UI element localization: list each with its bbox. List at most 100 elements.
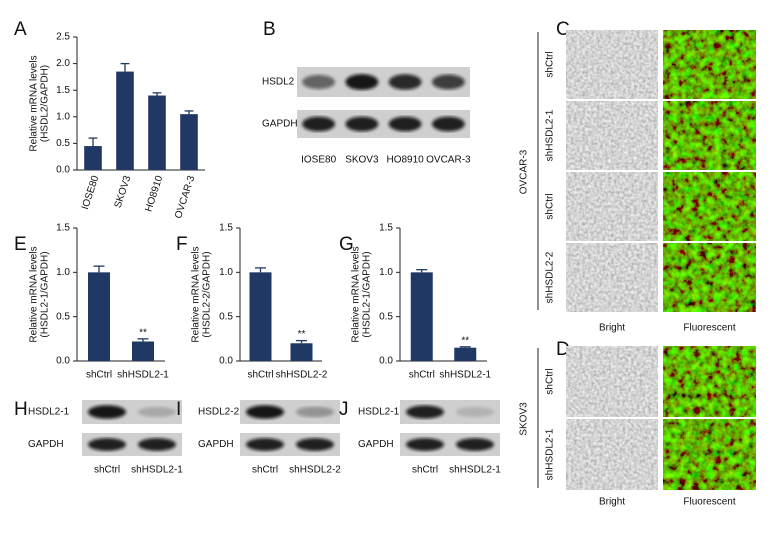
row-label: shHSDL2-1 xyxy=(545,428,556,480)
bar xyxy=(88,272,110,361)
error-bar xyxy=(93,265,105,273)
blot-band xyxy=(296,406,334,418)
blot-band xyxy=(296,438,334,451)
blot-band xyxy=(302,116,336,132)
x-tick-label: shHSDL2-1 xyxy=(117,370,169,381)
blot-row-label: HSDL2-2 xyxy=(198,407,240,418)
column-label: Bright xyxy=(599,323,625,334)
panel-letter: A xyxy=(14,19,27,40)
row-label: shCtrl xyxy=(545,193,556,219)
fluorescent-image xyxy=(663,172,756,241)
x-tick-label: OVCAR-3 xyxy=(173,174,197,220)
panel-letter: B xyxy=(263,19,276,40)
y-axis-label: Relative mRNA levels xyxy=(29,55,40,151)
bar xyxy=(454,347,477,361)
blot-lane-label: SKOV3 xyxy=(345,155,379,166)
row-label: shHSDL2-1 xyxy=(545,109,556,161)
bright-image xyxy=(566,172,658,241)
significance: ** xyxy=(461,335,469,346)
blot-row-label: HSDL2 xyxy=(262,77,295,88)
panel-letter: J xyxy=(339,399,349,420)
bar xyxy=(132,341,154,361)
blot-lane-label: IOSE80 xyxy=(301,155,336,166)
y-axis-label: Relative mRNA levels xyxy=(29,246,40,342)
x-tick-label: shHSDL2-2 xyxy=(276,370,328,381)
x-tick-label: HO8910 xyxy=(143,174,165,213)
blot-lane-label: shCtrl xyxy=(412,465,438,476)
blot-band xyxy=(345,116,379,132)
y-tick-label: 2.0 xyxy=(56,58,70,69)
fluorescent-image xyxy=(663,346,756,417)
y-tick-label: 1.5 xyxy=(56,85,70,96)
blot-band xyxy=(302,74,336,90)
y-tick-label: 0.0 xyxy=(56,356,70,367)
fluorescent-image xyxy=(663,419,756,490)
blot-band xyxy=(388,74,422,90)
bar xyxy=(410,272,433,361)
error-bar xyxy=(296,339,307,344)
bright-image xyxy=(566,346,658,417)
significance: ** xyxy=(139,327,147,338)
blot-band xyxy=(246,438,284,451)
blot-band xyxy=(388,116,422,132)
significance: ** xyxy=(298,329,306,340)
bar xyxy=(116,71,134,170)
blot-row-label: GAPDH xyxy=(262,119,298,130)
blot-lane-label: shHSDL2-2 xyxy=(289,465,341,476)
y-tick-label: 0.0 xyxy=(56,165,70,176)
x-tick-label: SKOV3 xyxy=(113,174,134,210)
bright-image xyxy=(566,101,658,170)
panel-letter: H xyxy=(14,399,28,420)
error-bar xyxy=(459,346,471,348)
row-label: shCtrl xyxy=(545,51,556,77)
blot-band xyxy=(431,74,465,90)
blot-band xyxy=(88,438,126,451)
y-tick-label: 0.0 xyxy=(379,356,393,367)
blot-row-label: HSDL2-1 xyxy=(28,407,70,418)
y-tick-label: 0.0 xyxy=(219,356,233,367)
blot-lane-label: shCtrl xyxy=(252,465,278,476)
y-tick-label: 0.5 xyxy=(379,311,393,322)
y-axis-label: (HSDL2-2/GAPDH) xyxy=(202,251,213,337)
blot-band xyxy=(431,116,465,132)
bright-image xyxy=(566,30,658,99)
error-bar xyxy=(137,338,149,342)
y-axis-label: (HSDL2/GAPDH) xyxy=(40,65,51,142)
blot-row-label: HSDL2-1 xyxy=(358,407,400,418)
error-bar xyxy=(152,92,162,96)
y-tick-label: 1.0 xyxy=(56,267,70,278)
panel-letter: E xyxy=(14,234,27,255)
blot-band xyxy=(456,406,494,418)
blot-lane-label: shCtrl xyxy=(94,465,120,476)
blot-band xyxy=(246,405,284,419)
y-tick-label: 1.0 xyxy=(379,267,393,278)
error-bar xyxy=(88,137,98,147)
error-bar xyxy=(184,110,194,115)
y-tick-label: 0.5 xyxy=(56,138,70,149)
y-tick-label: 2.5 xyxy=(56,32,70,43)
bright-image xyxy=(566,243,658,312)
fluorescent-image xyxy=(663,101,756,170)
blot-band xyxy=(456,438,494,451)
column-label: Fluorescent xyxy=(683,323,735,334)
bright-image xyxy=(566,419,658,490)
blot-row-label: GAPDH xyxy=(28,439,64,450)
bar xyxy=(290,343,313,361)
bar xyxy=(84,146,102,170)
row-label: shCtrl xyxy=(545,368,556,394)
fluorescent-image xyxy=(663,30,756,99)
y-tick-label: 1.5 xyxy=(219,223,233,234)
blot-band xyxy=(88,405,126,419)
panel-letter: F xyxy=(176,234,188,255)
y-tick-label: 1.0 xyxy=(219,267,233,278)
x-tick-label: shHSDL2-1 xyxy=(439,370,491,381)
panel-letter: I xyxy=(176,399,181,420)
blot-lane-label: OVCAR-3 xyxy=(426,155,471,166)
blot-lane-label: shHSDL2-1 xyxy=(131,465,183,476)
x-tick-label: IOSE80 xyxy=(80,174,101,211)
error-bar xyxy=(416,269,428,273)
blot-band xyxy=(138,406,176,418)
y-tick-label: 0.5 xyxy=(56,311,70,322)
panel-letter: G xyxy=(339,234,354,255)
